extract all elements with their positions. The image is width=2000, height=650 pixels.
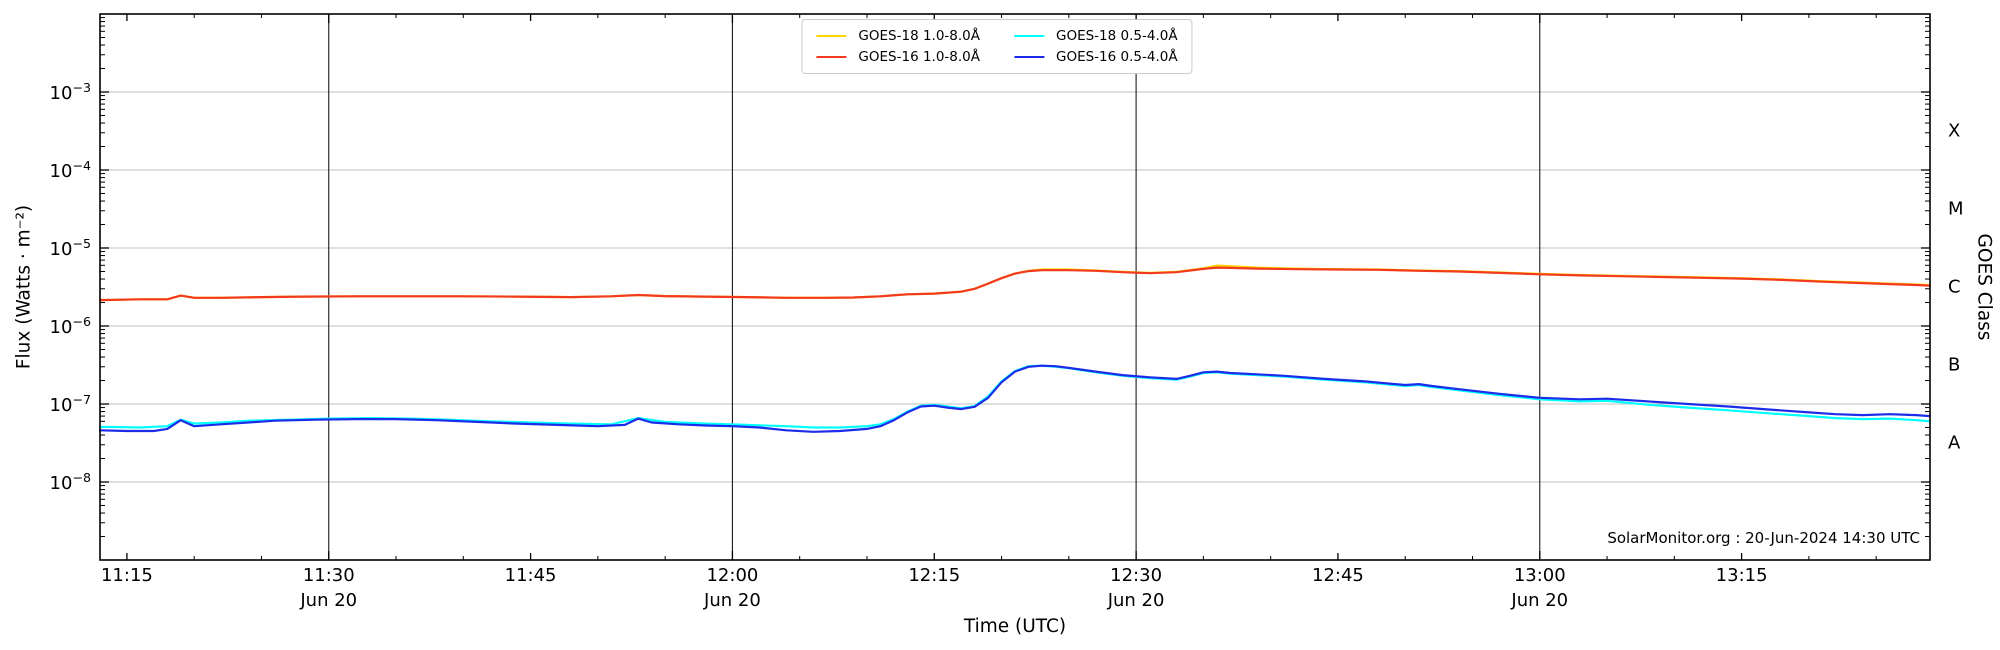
legend-label: GOES-18 0.5-4.0Å [1056,28,1178,44]
x-date-label: Jun 20 [1511,590,1569,611]
x-date-label: Jun 20 [704,590,761,611]
legend-swatch [1014,56,1044,58]
goes-class-label: B [1948,354,1961,376]
legend-entry: GOES-18 0.5-4.0Å [1014,28,1178,44]
x-tick-label: 12:30 [1110,565,1163,586]
source-annotation: SolarMonitor.org : 20-Jun-2024 14:30 UTC [1607,529,1920,547]
legend-swatch [816,35,847,37]
legend-swatch [816,56,847,58]
legend-label: GOES-16 1.0-8.0Å [858,49,980,65]
y-axis-title: Flux (Watts · m⁻²) [13,204,35,370]
x-tick-label: 12:00 [706,565,759,586]
x-tick-label: 11:45 [504,565,557,586]
series-goes-16-1-0-8-0 [98,266,1932,302]
y-tick-label: 10−7 [49,392,91,416]
series-goes-18-1-0-8-0 [98,264,1932,302]
legend-entry: GOES-18 1.0-8.0Å [816,28,980,44]
x-tick-label: 13:00 [1513,565,1566,586]
plot-frame [99,13,1931,561]
x-tick-label: 13:15 [1715,565,1768,586]
legend-label: GOES-18 1.0-8.0Å [858,28,980,44]
y-tick-label: 10−5 [49,236,91,260]
right-axis-title: GOES Class [1973,233,1995,341]
x-tick-label: 11:15 [100,565,153,586]
x-tick-label: 12:45 [1312,565,1364,586]
legend-entry: GOES-16 0.5-4.0Å [1014,49,1178,65]
goes-class-label: A [1948,432,1961,454]
legend: GOES-18 1.0-8.0Å GOES-16 1.0-8.0Å GOES-18 … [801,19,1193,74]
legend-label: GOES-16 0.5-4.0Å [1056,49,1178,65]
x-axis-title: Time (UTC) [963,616,1067,637]
x-date-label: Jun 20 [300,590,358,611]
goes-class-label: M [1948,198,1964,220]
series-goes-16-0-5-4-0 [98,364,1932,433]
y-tick-label: 10−4 [49,158,91,182]
x-tick-label: 11:30 [302,565,355,586]
y-tick-label: 10−8 [49,470,91,494]
y-tick-label: 10−3 [49,80,91,104]
legend-entry: GOES-16 1.0-8.0Å [816,49,980,65]
goes-class-label: X [1948,120,1961,142]
legend-swatch [1014,35,1044,37]
y-tick-label: 10−6 [49,314,91,338]
x-date-label: Jun 20 [1107,590,1165,611]
x-tick-label: 12:15 [908,565,961,586]
goes-class-label: C [1948,276,1961,298]
